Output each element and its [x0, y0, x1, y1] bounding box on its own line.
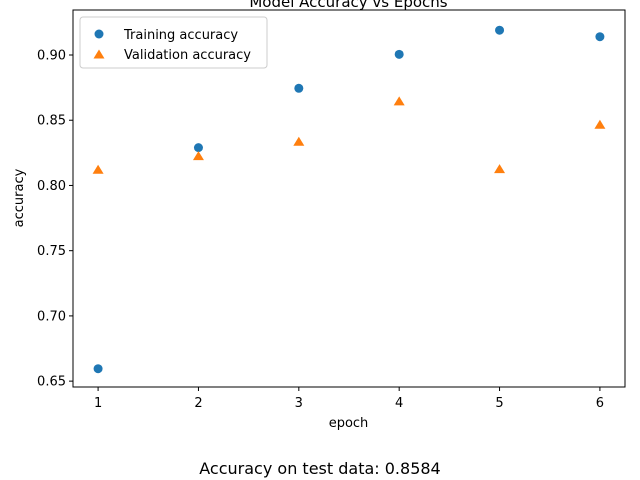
x-tick-label: 1 [94, 396, 102, 411]
x-tick-label: 2 [194, 396, 202, 411]
y-tick-label: 0.85 [37, 114, 66, 129]
x-tick-label: 5 [495, 396, 503, 411]
plot-area [73, 10, 625, 387]
training-point [595, 32, 605, 42]
legend-label-validation: Validation accuracy [124, 48, 251, 63]
legend-box [79, 16, 268, 69]
x-tick-label: 4 [395, 396, 403, 411]
training-point [93, 364, 103, 374]
legend: Training accuracy Validation accuracy [79, 16, 268, 69]
validation-point [594, 119, 606, 129]
test-accuracy-caption: Accuracy on test data: 0.8584 [199, 459, 440, 478]
training-point [495, 25, 505, 35]
validation-point [192, 151, 204, 161]
legend-label-training: Training accuracy [123, 28, 238, 43]
x-tick-label: 6 [596, 396, 604, 411]
validation-point [293, 136, 305, 146]
data-points [92, 25, 606, 374]
chart-title: Model Accuracy vs Epochs [249, 0, 447, 11]
legend-marker-validation [93, 49, 105, 59]
legend-marker-training [94, 29, 104, 39]
y-tick-label: 0.90 [37, 49, 66, 64]
x-axis-label: epoch [329, 416, 369, 431]
validation-point [494, 164, 506, 174]
y-axis-label: accuracy [12, 168, 27, 227]
y-tick-label: 0.75 [37, 244, 66, 259]
x-tick-label: 3 [295, 396, 303, 411]
validation-point [92, 164, 104, 174]
plot-frame [72, 9, 626, 388]
x-axis-ticks: 1 2 3 4 5 6 [94, 387, 604, 411]
validation-point [393, 96, 405, 106]
y-tick-label: 0.80 [37, 179, 66, 194]
training-point [294, 83, 304, 93]
y-axis-ticks: 0.65 0.70 0.75 0.80 0.85 0.90 [37, 49, 73, 390]
y-tick-label: 0.65 [37, 375, 66, 390]
y-tick-label: 0.70 [37, 309, 66, 324]
training-point [193, 143, 203, 153]
training-point [394, 49, 404, 59]
